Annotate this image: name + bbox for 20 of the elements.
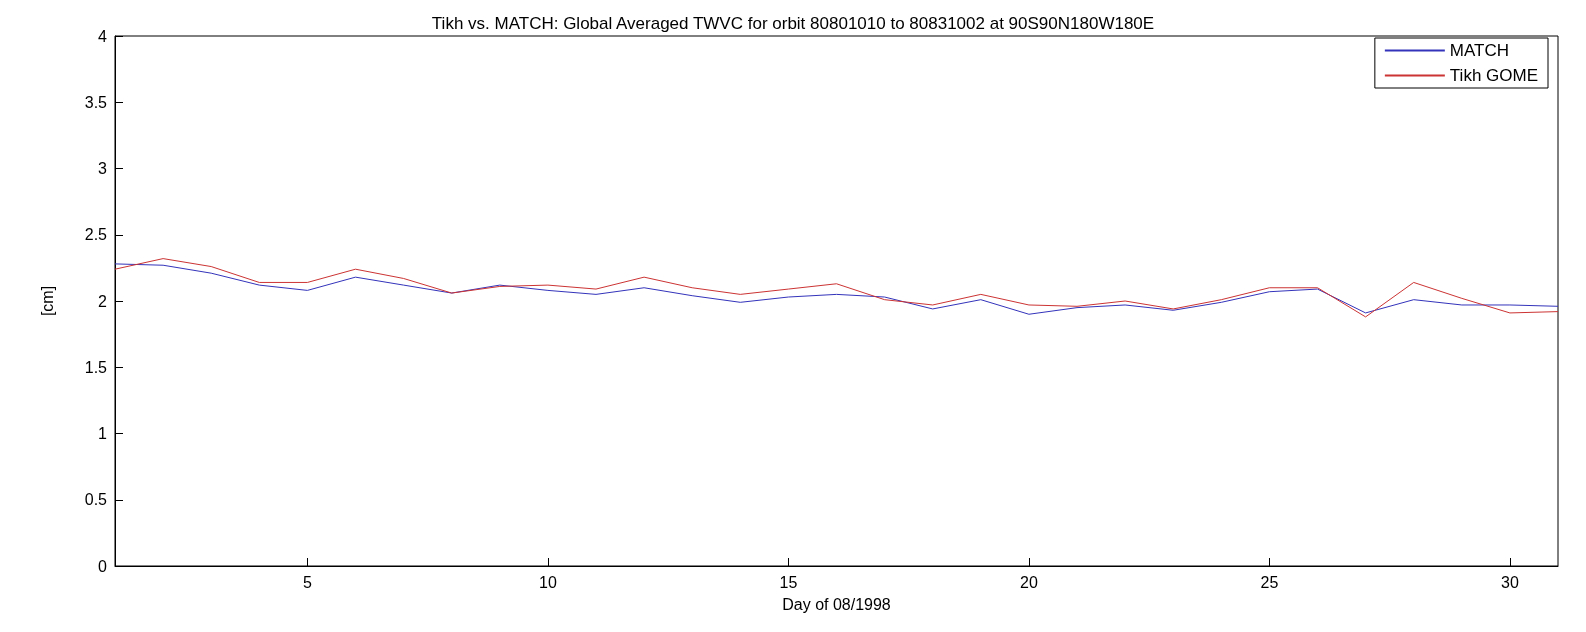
- x-tick-label: 25: [1260, 573, 1279, 591]
- y-axis-title: [cm]: [38, 285, 56, 317]
- x-tick-label: 20: [1020, 573, 1038, 591]
- y-tick-label: 3.5: [84, 93, 108, 111]
- x-tick-label: 30: [1501, 573, 1519, 591]
- x-tick-label: 10: [539, 573, 557, 591]
- legend-label: MATCH: [1449, 41, 1510, 60]
- legend-label: Tikh GOME: [1449, 66, 1538, 85]
- y-tick-label: 1.5: [84, 358, 108, 376]
- chart-title: Tikh vs. MATCH: Global Averaged TWVC for orbit 80801010 to 80831002 at 90S90N180W180E: [431, 14, 1155, 33]
- x-axis-title: Day of 08/1998: [782, 595, 891, 613]
- y-tick-label: 1: [98, 425, 108, 442]
- y-tick-label: 2.5: [84, 226, 108, 244]
- y-tick-label: 2: [98, 292, 108, 310]
- x-tick-label: 5: [302, 573, 312, 591]
- y-tick-label: 4: [98, 27, 108, 45]
- y-tick-label: 0: [98, 557, 108, 575]
- x-tick-label: 15: [779, 573, 798, 591]
- y-tick-label: 3: [98, 160, 108, 177]
- y-tick-label: 0.5: [84, 491, 108, 509]
